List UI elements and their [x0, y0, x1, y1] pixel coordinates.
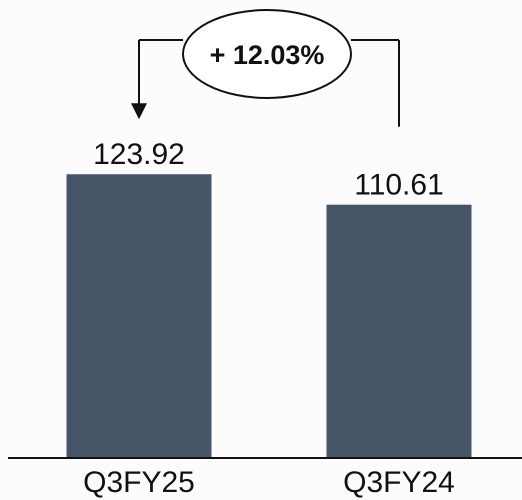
category-label-q3fy25: Q3FY25: [83, 466, 195, 499]
bar-q3fy25: [66, 174, 212, 458]
bars-layer: [66, 174, 472, 458]
category-label-q3fy24: Q3FY24: [343, 466, 455, 499]
growth-bubble: [182, 9, 352, 99]
growth-connector: [131, 39, 400, 127]
arrowhead-icon: [131, 103, 147, 120]
value-label-q3fy25: 123.92: [93, 138, 185, 171]
labels-layer: 123.92 Q3FY25 110.61 Q3FY24: [83, 138, 455, 499]
value-label-q3fy24: 110.61: [354, 169, 444, 202]
bar-q3fy24: [326, 204, 472, 458]
growth-percentage: + 12.03%: [210, 40, 325, 70]
growth-annotation: + 12.03%: [182, 9, 352, 99]
